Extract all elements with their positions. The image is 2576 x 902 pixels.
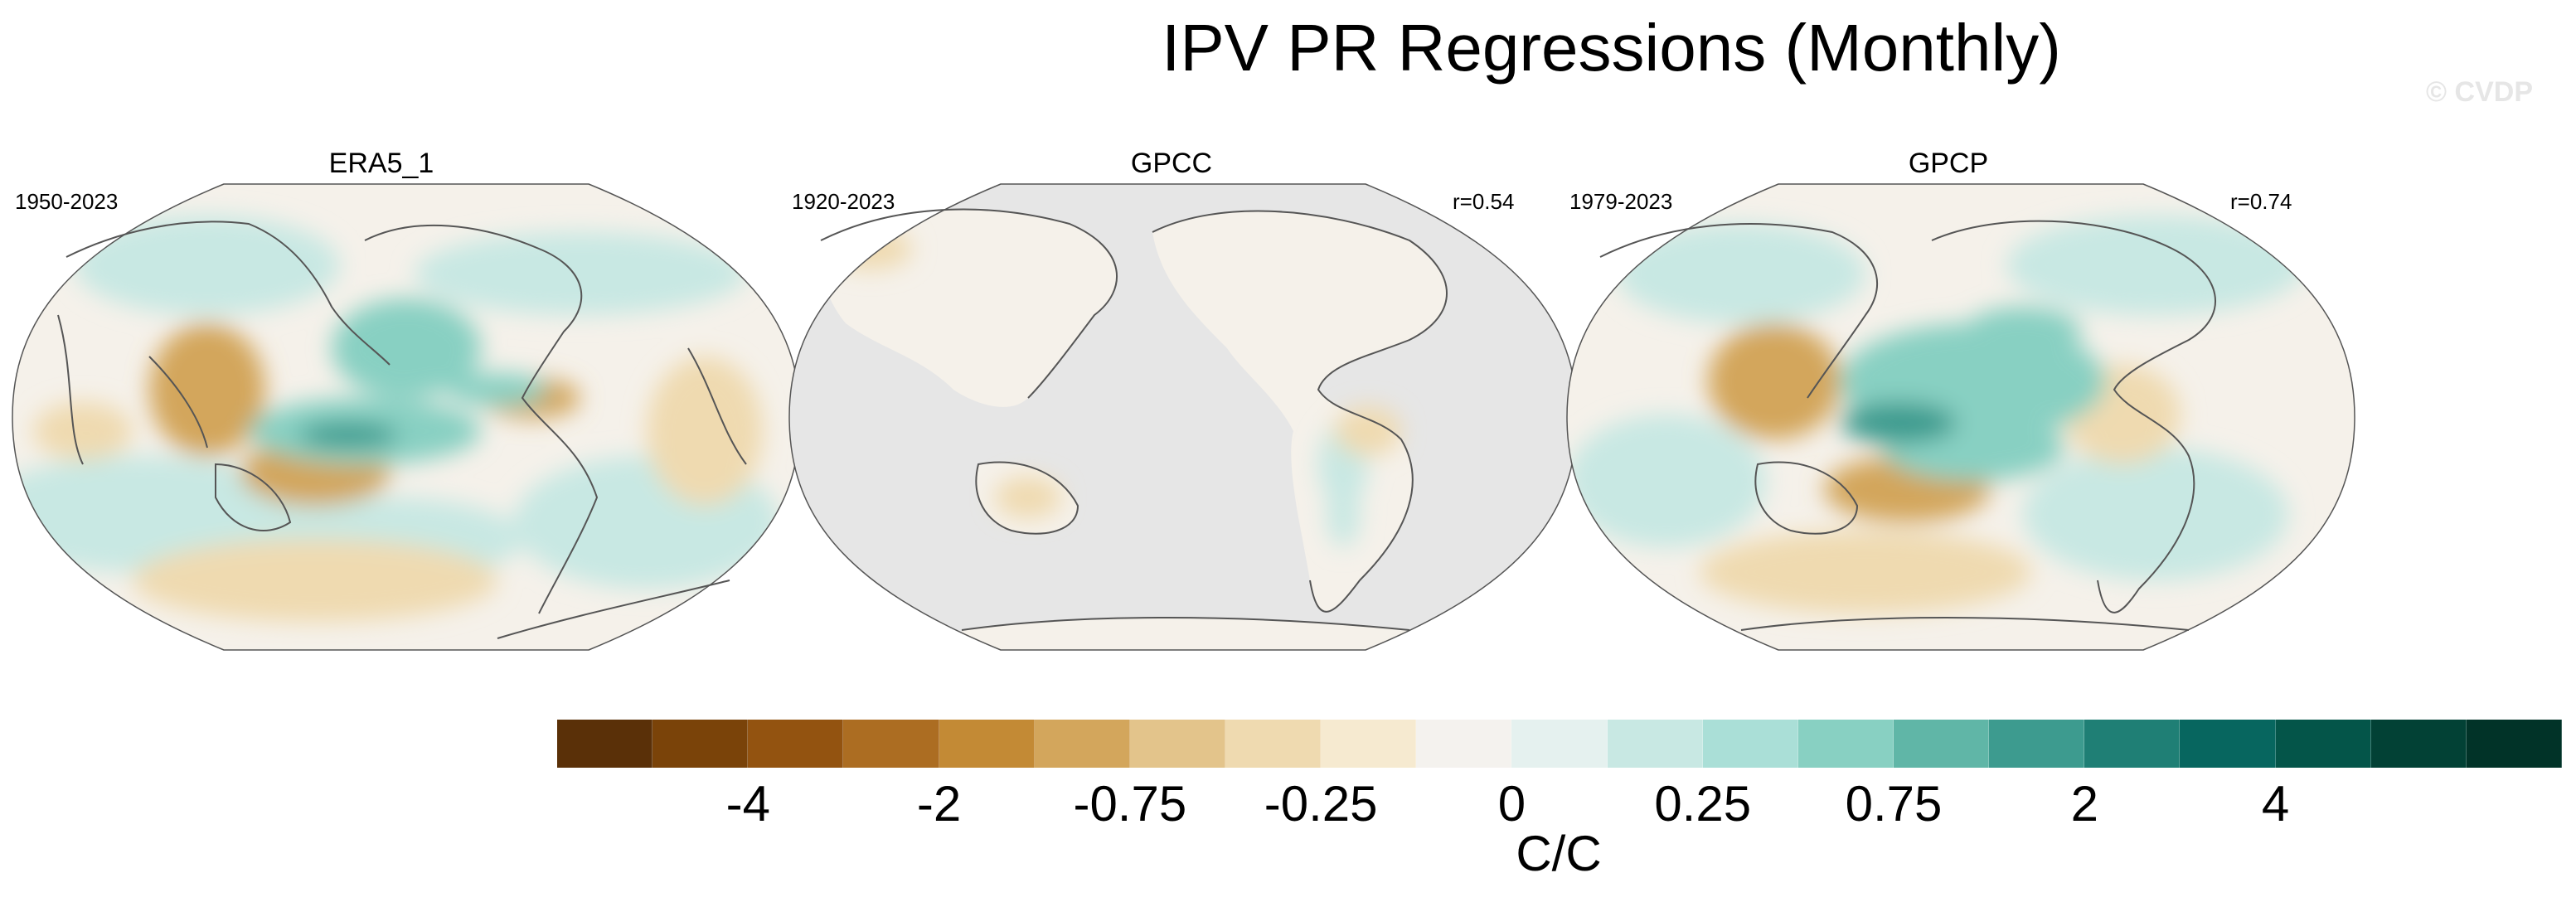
colorbar-swatch-1 <box>652 720 749 768</box>
panel-period-gpcc: 1920-2023 <box>792 189 895 214</box>
colorbar-tick-label: 4 <box>2261 776 2290 832</box>
colorbar-swatch-12 <box>1702 720 1798 768</box>
colorbar-swatch-15 <box>1989 720 2085 768</box>
panel-r-gpcp: r=0.74 <box>2230 189 2292 214</box>
colorbar-swatch-11 <box>1607 720 1703 768</box>
colorbar-swatch-16 <box>2084 720 2181 768</box>
colorbar-swatch-18 <box>2275 720 2371 768</box>
colorbar-swatch-5 <box>1034 720 1130 768</box>
colorbar-swatch-8 <box>1321 720 1417 768</box>
panel-r-gpcc: r=0.54 <box>1453 189 1515 214</box>
map-gpcc-outline <box>788 183 1578 651</box>
colorbar-tick-label: 0.25 <box>1654 776 1752 832</box>
map-gpcc <box>788 183 1578 651</box>
map-era5 <box>12 183 801 651</box>
colorbar-swatch-9 <box>1416 720 1512 768</box>
colorbar-swatch-17 <box>2180 720 2276 768</box>
panel-title-gpcc: GPCC <box>1130 148 1213 179</box>
colorbar-swatch-0 <box>557 720 653 768</box>
colorbar-swatch-4 <box>939 720 1035 768</box>
colorbar-tick-label: -0.25 <box>1264 776 1378 832</box>
colorbar-tick-label: -4 <box>725 776 770 832</box>
colorbar-units: C/C <box>1516 826 1602 881</box>
colorbar-tick-label: 0 <box>1497 776 1526 832</box>
map-gpcp-outline <box>1566 183 2355 651</box>
colorbar-swatch-13 <box>1797 720 1894 768</box>
colorbar <box>557 720 2562 768</box>
colorbar-swatch-2 <box>748 720 844 768</box>
map-gpcp <box>1566 183 2355 651</box>
panel-title-era5: ERA5_1 <box>328 148 434 179</box>
colorbar-tick-label: 0.75 <box>1845 776 1943 832</box>
cvdp-watermark: © CVDP <box>2426 76 2533 108</box>
colorbar-swatch-10 <box>1511 720 1608 768</box>
panel-period-gpcp: 1979-2023 <box>1569 189 1673 214</box>
panel-title-gpcp: GPCP <box>1908 148 1989 179</box>
map-gpcc-americas <box>1152 211 1447 612</box>
colorbar-tick-label: -2 <box>916 776 962 832</box>
colorbar-swatch-6 <box>1129 720 1225 768</box>
colorbar-swatch-7 <box>1225 720 1322 768</box>
map-panels <box>12 183 2355 651</box>
colorbar-swatch-20 <box>2466 720 2562 768</box>
colorbar-swatch-3 <box>843 720 939 768</box>
map-era5-outline <box>12 183 801 651</box>
colorbar-tick-label: -0.75 <box>1073 776 1187 832</box>
colorbar-swatch-14 <box>1893 720 1990 768</box>
colorbar-swatch-19 <box>2370 720 2467 768</box>
map-gpcc-antarctica <box>962 618 1409 650</box>
page-title: IPV PR Regressions (Monthly) <box>1162 11 2061 85</box>
panel-period-era5: 1950-2023 <box>15 189 119 214</box>
colorbar-tick-label: 2 <box>2070 776 2098 832</box>
